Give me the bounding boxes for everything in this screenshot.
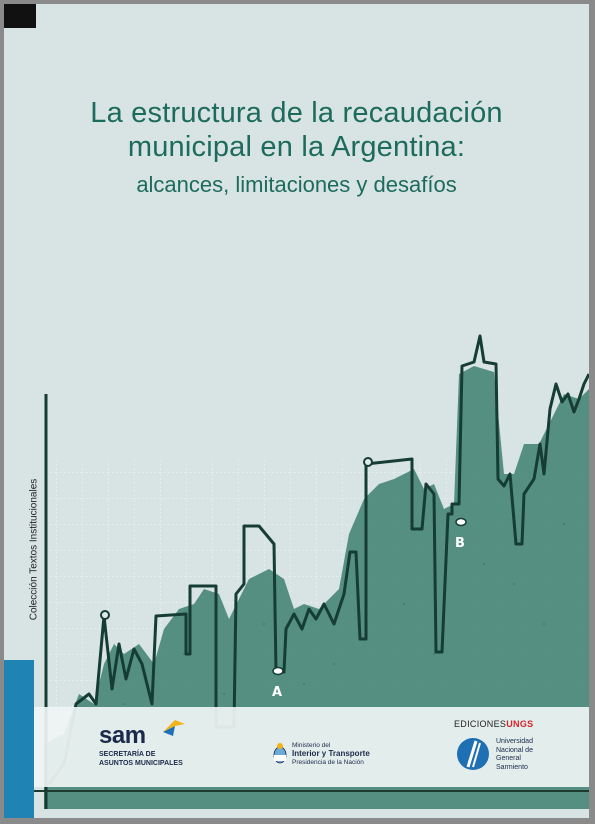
title-block: La estructura de la recaudación municipa… (4, 96, 589, 200)
data-line (47, 334, 589, 785)
ungs-line-3: General (496, 755, 521, 762)
ministry-line-1: Ministerio del (292, 742, 331, 749)
ground-line (34, 790, 589, 792)
marker-point (100, 610, 110, 620)
ungs-line-2: Nacional de (496, 746, 533, 754)
cover-illustration: A B (44, 334, 589, 809)
texture-dots (123, 523, 565, 705)
ministry-line-3: Presidencia de la Nación (292, 759, 364, 766)
marker-a (272, 666, 284, 676)
marker-point (363, 457, 373, 467)
ministry-logo: Ministerio del Interior y Transporte Pre… (272, 742, 382, 772)
sam-subtitle-2: ASUNTOS MUNICIPALES (99, 760, 183, 767)
corner-mark (4, 4, 36, 28)
coat-of-arms-icon (273, 743, 287, 764)
label-a: A (272, 685, 282, 700)
title-line-1: La estructura de la recaudación (90, 97, 503, 129)
sam-wordmark: sam (99, 722, 146, 749)
accent-bar (4, 660, 34, 818)
logo-band (34, 707, 589, 787)
area-fill (44, 366, 589, 809)
ungs-circle-icon (457, 738, 489, 770)
subtitle: alcances, limitaciones y desafíos (136, 172, 457, 197)
ungs-line-4: Sarmiento (496, 763, 528, 771)
marker-b (455, 517, 467, 527)
ungs-line-1: Universidad (496, 738, 533, 745)
book-cover: La estructura de la recaudación municipa… (4, 4, 589, 818)
title-line-2: municipal en la Argentina: (127, 131, 466, 163)
sam-bird-icon (163, 720, 185, 736)
ediciones-ungs: EDICIONESUNGS (454, 719, 534, 729)
sam-logo: sam SECRETARÍA DE ASUNTOS MUNICIPALES (99, 720, 209, 768)
ungs-logo: EDICIONESUNGS Universidad Nacional de Ge… (454, 719, 564, 771)
label-b: B (455, 536, 465, 551)
sam-subtitle-1: SECRETARÍA DE (99, 751, 156, 758)
ministry-line-2: Interior y Transporte (292, 749, 370, 758)
collection-label: Colección Textos Institucionales (28, 478, 40, 621)
